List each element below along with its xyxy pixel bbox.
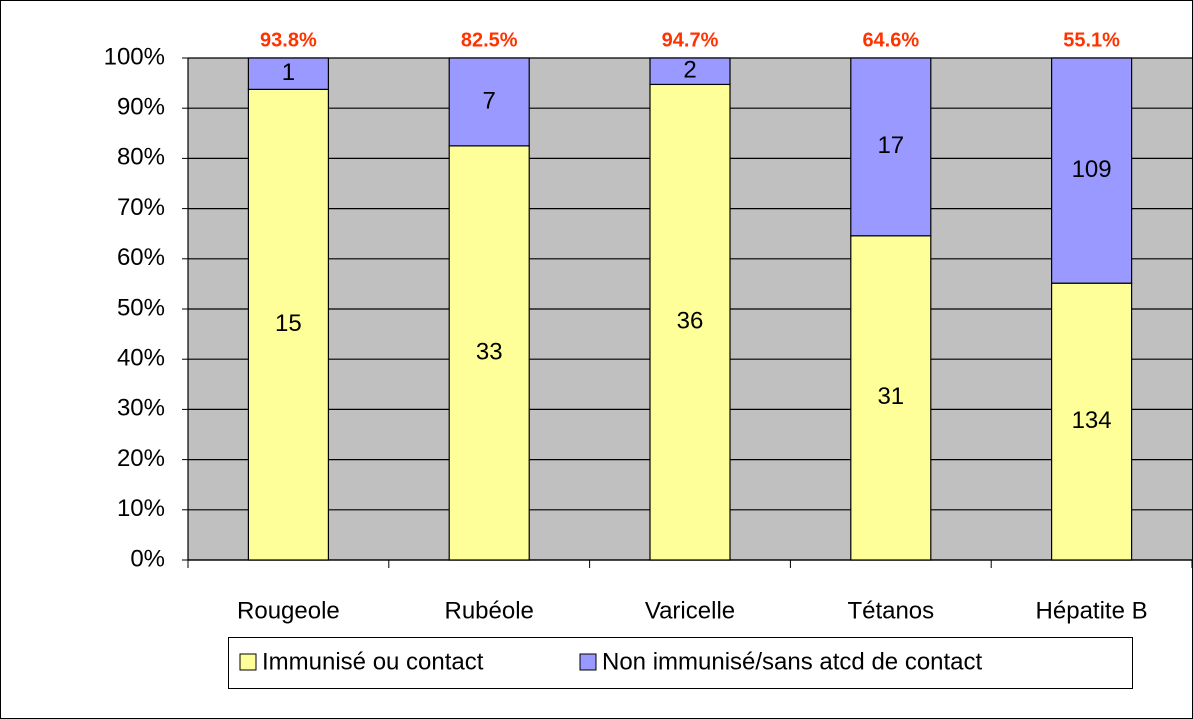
y-tick-label: 50%	[117, 294, 165, 321]
y-tick-label: 40%	[117, 345, 165, 372]
data-label: 109	[1072, 156, 1112, 183]
data-label: 33	[476, 338, 503, 365]
top-label: 64.6%	[862, 29, 919, 51]
data-label: 15	[275, 310, 302, 337]
y-tick-label: 0%	[130, 545, 165, 572]
y-tick-label: 10%	[117, 495, 165, 522]
legend-swatch	[239, 653, 257, 671]
bar-segment	[649, 57, 731, 86]
bar-segment	[247, 57, 329, 90]
y-tick-label: 30%	[117, 395, 165, 422]
x-tick-label: Hépatite B	[1036, 597, 1148, 624]
legend-swatch	[579, 653, 597, 671]
data-label: 7	[483, 87, 496, 114]
y-tick-label: 70%	[117, 194, 165, 221]
data-label: 17	[877, 132, 904, 159]
top-label: 93.8%	[260, 29, 317, 51]
data-label: 31	[877, 383, 904, 410]
top-label: 82.5%	[461, 29, 518, 51]
top-label: 55.1%	[1063, 29, 1120, 51]
data-label: 134	[1072, 407, 1112, 434]
legend-label: Non immunisé/sans atcd de contact	[602, 648, 983, 675]
bar-segment	[1050, 282, 1133, 561]
x-tick-label: Tétanos	[847, 597, 934, 624]
y-tick-label: 20%	[117, 445, 165, 472]
bar-segment	[448, 145, 530, 561]
x-tick-label: Rubéole	[444, 597, 533, 624]
data-label: 36	[677, 308, 704, 335]
y-tick-label: 80%	[117, 144, 165, 171]
bar-segment	[850, 57, 932, 237]
y-tick-label: 60%	[117, 244, 165, 271]
top-label: 94.7%	[662, 29, 719, 51]
data-label: 2	[683, 57, 696, 84]
bar-segment	[1050, 57, 1133, 284]
x-tick-label: Rougeole	[237, 597, 340, 624]
bar-segment	[247, 88, 329, 561]
bar-segment	[850, 235, 932, 561]
y-tick-label: 100%	[104, 43, 165, 70]
y-tick-label: 90%	[117, 94, 165, 121]
bar-segment	[448, 57, 530, 147]
data-label: 1	[282, 59, 295, 86]
legend-box	[228, 637, 1133, 689]
legend-label: Immunisé ou contact	[262, 648, 484, 675]
bar-segment	[649, 83, 731, 561]
x-tick-label: Varicelle	[645, 597, 735, 624]
